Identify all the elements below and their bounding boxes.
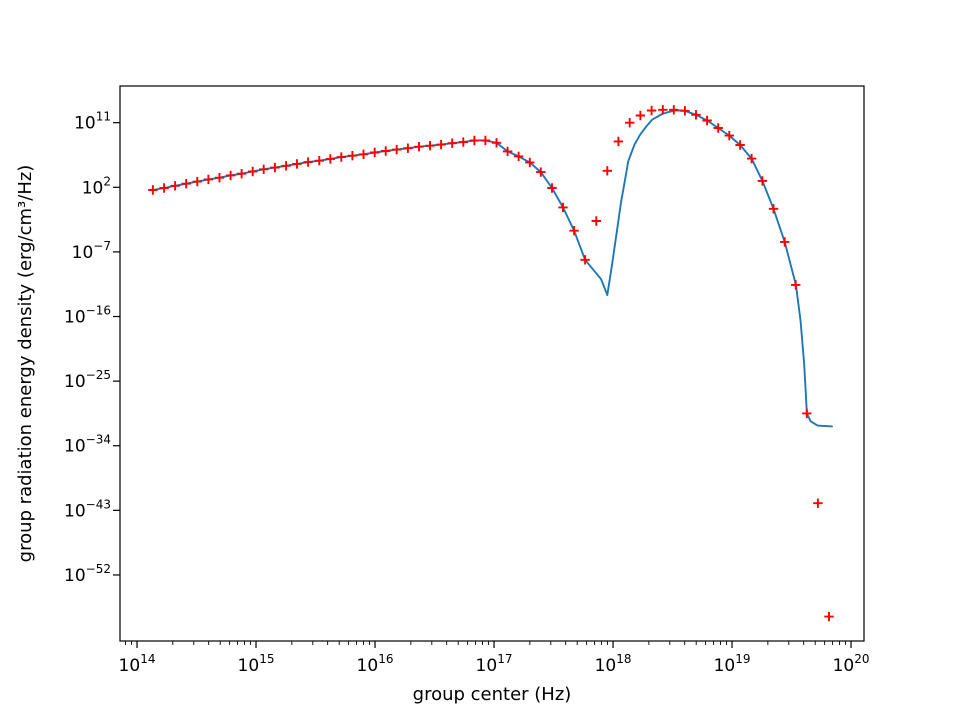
y-tick-label: 1011 [74, 110, 111, 134]
y-tick-label: 10−52 [64, 562, 111, 586]
x-axis-label: group center (Hz) [413, 684, 572, 705]
plot-frame [119, 85, 865, 642]
y-tick-label: 10−16 [64, 304, 111, 328]
data-series [148, 105, 834, 622]
x-tick-label: 1017 [476, 652, 513, 676]
axis-ticks [113, 122, 852, 648]
axis-tick-labels: 1014 1015 1016 1017 1018 1019 1020 1011 102 10−7 1… [64, 110, 869, 676]
x-tick-label: 1015 [238, 652, 275, 676]
y-tick-label: 10−7 [72, 239, 111, 263]
y-axis-label: group radiation energy density (erg/cm³/… [15, 165, 36, 563]
y-tick-label: 10−43 [64, 497, 111, 521]
x-tick-label: 1016 [357, 652, 394, 676]
x-tick-label: 1018 [595, 652, 632, 676]
x-tick-label: 1020 [833, 652, 870, 676]
plot-area [120, 86, 864, 641]
x-tick-label: 1019 [714, 652, 751, 676]
y-tick-label: 102 [82, 174, 111, 198]
y-tick-label: 10−34 [64, 433, 111, 457]
y-tick-label: 10−25 [64, 368, 111, 392]
x-tick-label: 1014 [119, 652, 156, 676]
group-energy-markers [148, 105, 834, 622]
